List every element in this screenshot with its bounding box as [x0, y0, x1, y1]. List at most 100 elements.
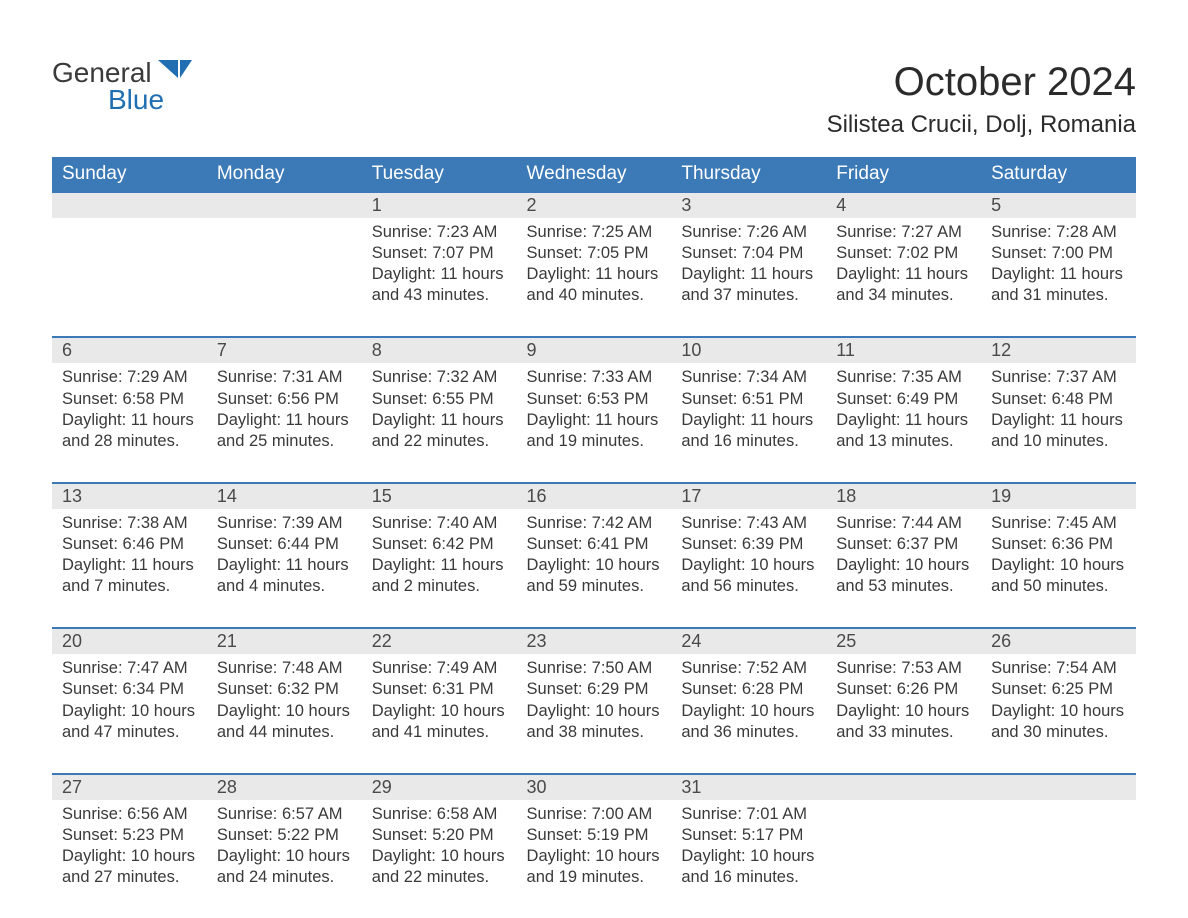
day-number-cell: [207, 192, 362, 218]
day-number-cell: 31: [671, 774, 826, 800]
daylight-line: Daylight: 11 hours and 19 minutes.: [527, 410, 662, 452]
day-content-cell: Sunrise: 6:56 AMSunset: 5:23 PMDaylight:…: [52, 800, 207, 918]
sunrise-line: Sunrise: 6:57 AM: [217, 804, 352, 825]
sunset-line: Sunset: 6:42 PM: [372, 534, 507, 555]
sunset-line: Sunset: 7:04 PM: [681, 243, 816, 264]
day-content-cell: [981, 800, 1136, 918]
sunrise-line: Sunrise: 7:43 AM: [681, 513, 816, 534]
sunset-line: Sunset: 6:32 PM: [217, 679, 352, 700]
daylight-line: Daylight: 10 hours and 41 minutes.: [372, 701, 507, 743]
sunrise-line: Sunrise: 7:28 AM: [991, 222, 1126, 243]
day-number-cell: [981, 774, 1136, 800]
sunset-line: Sunset: 6:48 PM: [991, 389, 1126, 410]
sunrise-line: Sunrise: 7:31 AM: [217, 367, 352, 388]
daylight-line: Daylight: 10 hours and 19 minutes.: [527, 846, 662, 888]
sunrise-line: Sunrise: 7:47 AM: [62, 658, 197, 679]
day-number-cell: 16: [517, 483, 672, 509]
day-content-cell: Sunrise: 7:45 AMSunset: 6:36 PMDaylight:…: [981, 509, 1136, 628]
daynum-row: 6789101112: [52, 337, 1136, 363]
sunrise-line: Sunrise: 7:42 AM: [527, 513, 662, 534]
daylight-line: Daylight: 10 hours and 47 minutes.: [62, 701, 197, 743]
sunrise-line: Sunrise: 7:32 AM: [372, 367, 507, 388]
day-number-cell: [52, 192, 207, 218]
day-number-cell: 13: [52, 483, 207, 509]
sunset-line: Sunset: 6:49 PM: [836, 389, 971, 410]
content-row: Sunrise: 7:29 AMSunset: 6:58 PMDaylight:…: [52, 363, 1136, 482]
sunset-line: Sunset: 6:34 PM: [62, 679, 197, 700]
day-content-cell: Sunrise: 7:31 AMSunset: 6:56 PMDaylight:…: [207, 363, 362, 482]
sunset-line: Sunset: 6:29 PM: [527, 679, 662, 700]
sunrise-line: Sunrise: 7:25 AM: [527, 222, 662, 243]
daylight-line: Daylight: 10 hours and 36 minutes.: [681, 701, 816, 743]
sunrise-line: Sunrise: 7:26 AM: [681, 222, 816, 243]
day-content-cell: Sunrise: 7:52 AMSunset: 6:28 PMDaylight:…: [671, 654, 826, 773]
day-content-cell: [207, 218, 362, 337]
logo-text: General Blue: [52, 60, 192, 113]
sunset-line: Sunset: 6:51 PM: [681, 389, 816, 410]
day-content-cell: [52, 218, 207, 337]
sunset-line: Sunset: 5:19 PM: [527, 825, 662, 846]
sunset-line: Sunset: 6:36 PM: [991, 534, 1126, 555]
daylight-line: Daylight: 11 hours and 10 minutes.: [991, 410, 1126, 452]
sunrise-line: Sunrise: 7:23 AM: [372, 222, 507, 243]
day-content-cell: Sunrise: 7:50 AMSunset: 6:29 PMDaylight:…: [517, 654, 672, 773]
daylight-line: Daylight: 10 hours and 16 minutes.: [681, 846, 816, 888]
daylight-line: Daylight: 10 hours and 22 minutes.: [372, 846, 507, 888]
daylight-line: Daylight: 11 hours and 16 minutes.: [681, 410, 816, 452]
day-content-cell: [826, 800, 981, 918]
sunrise-line: Sunrise: 7:29 AM: [62, 367, 197, 388]
sunset-line: Sunset: 5:22 PM: [217, 825, 352, 846]
day-number-cell: 4: [826, 192, 981, 218]
sunrise-line: Sunrise: 7:40 AM: [372, 513, 507, 534]
calendar-table: Sunday Monday Tuesday Wednesday Thursday…: [52, 157, 1136, 918]
day-content-cell: Sunrise: 7:37 AMSunset: 6:48 PMDaylight:…: [981, 363, 1136, 482]
day-content-cell: Sunrise: 7:35 AMSunset: 6:49 PMDaylight:…: [826, 363, 981, 482]
day-number-cell: 10: [671, 337, 826, 363]
sunrise-line: Sunrise: 7:54 AM: [991, 658, 1126, 679]
day-number-cell: 3: [671, 192, 826, 218]
content-row: Sunrise: 7:47 AMSunset: 6:34 PMDaylight:…: [52, 654, 1136, 773]
day-number-cell: 2: [517, 192, 672, 218]
day-content-cell: Sunrise: 7:53 AMSunset: 6:26 PMDaylight:…: [826, 654, 981, 773]
day-content-cell: Sunrise: 7:01 AMSunset: 5:17 PMDaylight:…: [671, 800, 826, 918]
daylight-line: Daylight: 11 hours and 13 minutes.: [836, 410, 971, 452]
daylight-line: Daylight: 11 hours and 37 minutes.: [681, 264, 816, 306]
sunrise-line: Sunrise: 6:56 AM: [62, 804, 197, 825]
sunset-line: Sunset: 6:31 PM: [372, 679, 507, 700]
day-number-cell: 28: [207, 774, 362, 800]
sunset-line: Sunset: 6:55 PM: [372, 389, 507, 410]
sunset-line: Sunset: 6:56 PM: [217, 389, 352, 410]
sunset-line: Sunset: 5:23 PM: [62, 825, 197, 846]
weekday-header: Tuesday: [362, 157, 517, 192]
day-content-cell: Sunrise: 7:47 AMSunset: 6:34 PMDaylight:…: [52, 654, 207, 773]
daylight-line: Daylight: 10 hours and 44 minutes.: [217, 701, 352, 743]
day-number-cell: 5: [981, 192, 1136, 218]
day-number-cell: [826, 774, 981, 800]
day-content-cell: Sunrise: 7:39 AMSunset: 6:44 PMDaylight:…: [207, 509, 362, 628]
location: Silistea Crucii, Dolj, Romania: [827, 111, 1136, 139]
day-content-cell: Sunrise: 7:43 AMSunset: 6:39 PMDaylight:…: [671, 509, 826, 628]
sunrise-line: Sunrise: 7:52 AM: [681, 658, 816, 679]
logo-line2: Blue: [52, 87, 192, 114]
day-content-cell: Sunrise: 7:23 AMSunset: 7:07 PMDaylight:…: [362, 218, 517, 337]
day-number-cell: 14: [207, 483, 362, 509]
day-content-cell: Sunrise: 7:00 AMSunset: 5:19 PMDaylight:…: [517, 800, 672, 918]
weekday-header: Sunday: [52, 157, 207, 192]
logo-flag-icon: [158, 56, 192, 82]
weekday-header: Saturday: [981, 157, 1136, 192]
sunset-line: Sunset: 6:37 PM: [836, 534, 971, 555]
sunrise-line: Sunrise: 7:34 AM: [681, 367, 816, 388]
daylight-line: Daylight: 10 hours and 30 minutes.: [991, 701, 1126, 743]
day-content-cell: Sunrise: 7:48 AMSunset: 6:32 PMDaylight:…: [207, 654, 362, 773]
day-number-cell: 8: [362, 337, 517, 363]
daylight-line: Daylight: 11 hours and 34 minutes.: [836, 264, 971, 306]
header: General Blue October 2024 Silistea Cruci…: [52, 60, 1136, 153]
day-number-cell: 7: [207, 337, 362, 363]
month-title: October 2024: [827, 60, 1136, 105]
day-content-cell: Sunrise: 7:26 AMSunset: 7:04 PMDaylight:…: [671, 218, 826, 337]
day-number-cell: 11: [826, 337, 981, 363]
sunset-line: Sunset: 5:20 PM: [372, 825, 507, 846]
sunrise-line: Sunrise: 7:37 AM: [991, 367, 1126, 388]
daylight-line: Daylight: 11 hours and 7 minutes.: [62, 555, 197, 597]
day-content-cell: Sunrise: 7:32 AMSunset: 6:55 PMDaylight:…: [362, 363, 517, 482]
